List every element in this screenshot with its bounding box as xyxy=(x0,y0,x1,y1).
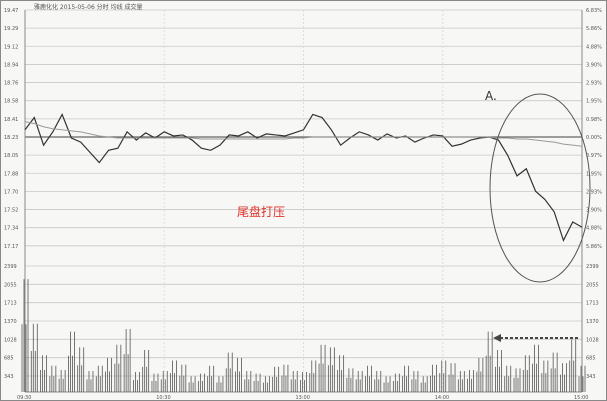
label-a: A. xyxy=(485,89,497,103)
y-tick-label: 19.29 xyxy=(4,26,18,32)
y-tick-label: 17.52 xyxy=(4,208,18,214)
y2-tick-label: 3.90% xyxy=(586,208,602,214)
y-tick-label: 19.47 xyxy=(4,8,18,14)
y2-tick-label: 4.88% xyxy=(586,44,602,50)
y2-tick-label: 0.00% xyxy=(586,135,602,141)
y-tick-label: 17.70 xyxy=(4,189,18,195)
volume-tick-label-right: 343 xyxy=(586,374,596,380)
y-tick-label: 18.23 xyxy=(4,135,18,141)
y-tick-label: 18.94 xyxy=(4,62,18,68)
x-tick-label: 09:30 xyxy=(17,395,31,401)
volume-tick-label: 1028 xyxy=(4,337,17,343)
y2-tick-label: 5.86% xyxy=(586,26,602,32)
y-tick-label: 17.34 xyxy=(4,226,18,232)
volume-tick-label: 1713 xyxy=(4,301,17,307)
volume-tick-label: 2399 xyxy=(4,264,17,270)
average-price-line xyxy=(24,121,583,147)
x-tick-label: 13:00 xyxy=(296,395,310,401)
volume-tick-label-right: 1370 xyxy=(586,319,599,325)
volume-tick-label: 2055 xyxy=(4,282,17,288)
y2-tick-label: 0.97% xyxy=(586,153,602,159)
x-tick-label: 15:00 xyxy=(574,395,588,401)
y-tick-label: 18.58 xyxy=(4,99,18,105)
y-tick-label: 19.12 xyxy=(4,44,18,50)
y2-tick-label: 4.88% xyxy=(586,226,602,232)
note-text: 尾盘打压 xyxy=(237,204,285,219)
y2-tick-label: 1.95% xyxy=(586,99,602,105)
y-tick-label: 17.88 xyxy=(4,171,18,177)
volume-tick-label-right: 2055 xyxy=(586,282,599,288)
y-tick-label: 18.76 xyxy=(4,81,18,87)
y2-tick-label: 0.98% xyxy=(586,117,602,123)
x-tick-label: 14:00 xyxy=(435,395,449,401)
y-tick-label: 17.17 xyxy=(4,244,18,250)
highlight-ellipse xyxy=(489,93,591,283)
y-tick-label: 18.41 xyxy=(4,117,18,123)
chart-title: 雅鹿化化 2015-05-06 分时 均线 成交量 xyxy=(34,3,143,11)
y2-tick-label: 5.86% xyxy=(586,244,602,250)
y2-tick-label: 2.93% xyxy=(586,189,602,195)
volume-tick-label-right: 685 xyxy=(586,356,596,362)
y-tick-label: 18.05 xyxy=(4,153,18,159)
arrow-annotation xyxy=(493,334,578,342)
y2-tick-label: 2.93% xyxy=(586,81,602,87)
volume-tick-label-right: 2399 xyxy=(586,264,599,270)
volume-tick-label: 1370 xyxy=(4,319,17,325)
x-tick-label: 10:30 xyxy=(156,395,170,401)
volume-tick-label: 685 xyxy=(4,356,14,362)
price-line xyxy=(24,113,583,242)
volume-tick-label-right: 1713 xyxy=(586,301,599,307)
volume-tick-label: 343 xyxy=(4,374,14,380)
y2-tick-label: 3.90% xyxy=(586,62,602,68)
volume-tick-label-right: 1028 xyxy=(586,337,599,343)
y2-tick-label: 1.95% xyxy=(586,171,602,177)
y2-tick-label: 6.83% xyxy=(586,8,602,14)
